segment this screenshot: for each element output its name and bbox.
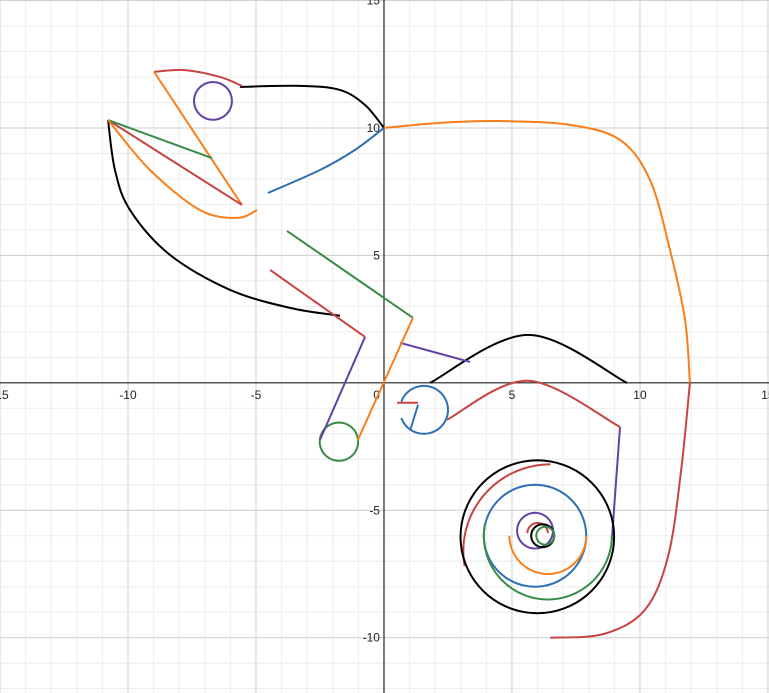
x-tick-label: 5 <box>509 388 516 402</box>
curve-arc <box>462 463 551 567</box>
curve <box>429 333 628 384</box>
curve <box>107 119 243 206</box>
curve <box>154 68 243 87</box>
curve <box>446 379 621 428</box>
x-tick-label: 10 <box>633 388 647 402</box>
curve-arc <box>193 81 233 121</box>
curve-arc <box>508 535 588 575</box>
curve-arc <box>459 459 616 615</box>
x-tick-label: 0 <box>373 388 380 402</box>
curve <box>239 84 385 129</box>
y-tick-label: -5 <box>369 503 380 517</box>
curve <box>153 71 243 206</box>
y-tick-label: 5 <box>373 248 380 262</box>
curve <box>107 119 341 317</box>
x-tick-label: -5 <box>251 388 262 402</box>
curve <box>267 127 385 194</box>
x-tick-label: 15 <box>761 388 769 402</box>
curve-arc <box>526 521 549 534</box>
y-tick-label: 10 <box>367 121 381 135</box>
curve <box>286 230 414 319</box>
curve <box>269 269 366 338</box>
curve-arc <box>400 384 449 435</box>
curve-arc <box>516 511 554 550</box>
curve <box>107 119 213 159</box>
curve <box>399 341 471 363</box>
curve <box>409 404 419 432</box>
curve-arc <box>535 525 556 546</box>
curve <box>383 119 691 383</box>
curve <box>319 336 366 441</box>
y-tick-label: -10 <box>363 631 381 645</box>
curve <box>107 119 258 219</box>
curve <box>356 317 414 441</box>
curve <box>610 426 622 540</box>
x-tick-label: -10 <box>119 388 137 402</box>
curve-arc <box>482 524 613 601</box>
curve <box>550 382 691 639</box>
curve-arc <box>318 421 360 462</box>
x-tick-label: -15 <box>0 388 9 402</box>
curve-arc <box>530 523 556 549</box>
y-tick-label: 15 <box>367 0 381 8</box>
